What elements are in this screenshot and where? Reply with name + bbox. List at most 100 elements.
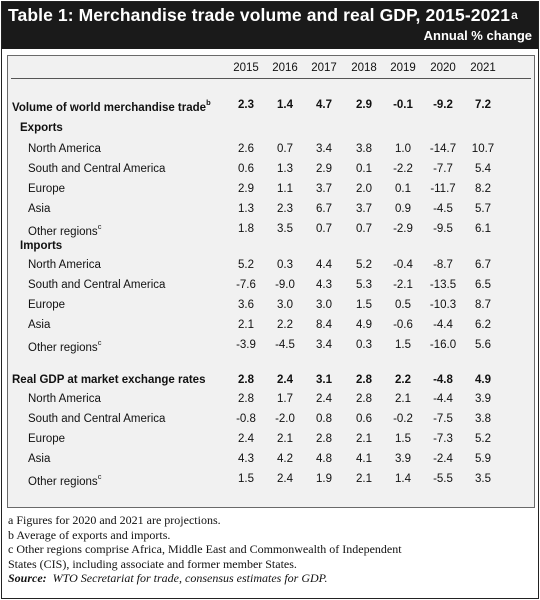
source-label: Source:: [8, 571, 47, 585]
table-cell: -0.1: [393, 99, 413, 111]
table-cell: -7.6: [236, 279, 256, 291]
table-cell: 2.3: [277, 203, 293, 215]
table-cell: 0.9: [395, 203, 411, 215]
table-cell: -14.7: [429, 143, 457, 155]
table-cell: 2.8: [238, 374, 254, 386]
year-header-2020: 2020: [430, 62, 456, 74]
table-cell: -4.5: [433, 203, 453, 215]
table-cell: 2.2: [277, 319, 293, 331]
table-cell: 3.1: [316, 374, 332, 386]
exports-row: Asia 1.3 2.3 6.7 3.7 0.9 -4.5 5.7: [8, 203, 534, 220]
table-cell: 0.6: [238, 163, 254, 175]
header-divider: [11, 78, 531, 79]
table-cell: 5.4: [475, 163, 491, 175]
table-cell: -10.3: [429, 299, 457, 311]
footnote-c-line1: c Other regions comprise Africa, Middle …: [8, 542, 402, 556]
table-cell: 6.7: [475, 259, 491, 271]
footnote-marker: c: [97, 222, 102, 231]
imports-row: Other regionsc -3.9 -4.5 3.4 0.3 1.5 -16.0 5.6: [8, 338, 534, 356]
table-cell: 4.2: [277, 453, 293, 465]
table-cell: 8.4: [316, 319, 332, 331]
table-cell: -11.7: [430, 183, 456, 195]
row-label: North America: [28, 143, 101, 155]
gdp-row: North America 2.8 1.7 2.4 2.8 2.1 -4.4 3.9: [8, 393, 534, 410]
table-cell: 1.3: [277, 163, 293, 175]
table-cell: 2.9: [316, 163, 332, 175]
row-label: Asia: [28, 319, 51, 331]
row-label: Europe: [28, 183, 66, 195]
table-cell: 2.8: [238, 393, 254, 405]
table-cell: 8.2: [475, 183, 491, 195]
table-cell: -7.3: [433, 433, 453, 445]
table-cell: 3.6: [238, 299, 254, 311]
section-exports: Exports: [8, 122, 534, 139]
table-cell: 8.7: [475, 299, 491, 311]
table-cell: 2.9: [238, 183, 254, 195]
exports-row: Other regionsc 1.8 3.5 0.7 0.7 -2.9 -9.5 6.1: [8, 222, 534, 240]
row-label: Asia: [28, 203, 51, 215]
table-cell: 4.9: [356, 319, 372, 331]
table-cell: -9.5: [433, 223, 453, 235]
gdp-row: South and Central America -0.8 -2.0 0.8 0.6 -…: [8, 413, 534, 430]
footnote-a: a Figures for 2020 and 2021 are projecti…: [8, 513, 221, 527]
table-title-footnote-marker: a: [511, 8, 518, 22]
table-cell: -8.7: [433, 259, 453, 271]
table-cell: 6.2: [475, 319, 491, 331]
table-cell: 1.9: [316, 473, 332, 485]
table-cell: 5.7: [475, 203, 491, 215]
row-label: Other regionsc: [28, 222, 102, 238]
row-world-trade-volume: Volume of world merchandise tradeb 2.3 1.4…: [8, 98, 534, 116]
table-cell: 4.3: [238, 453, 254, 465]
exports-row: North America 2.6 0.7 3.4 3.8 1.0 -14.7 10.7: [8, 143, 534, 160]
table-cell: 1.0: [395, 143, 411, 155]
row-label: North America: [28, 259, 101, 271]
table-cell: 1.5: [395, 433, 411, 445]
year-header-2016: 2016: [272, 62, 298, 74]
table-cell: 2.8: [356, 393, 372, 405]
table-cell: 1.3: [238, 203, 254, 215]
table-header: Table 1: Merchandise trade volume and re…: [2, 2, 538, 49]
table-cell: 0.1: [356, 163, 372, 175]
table-cell: 6.1: [475, 223, 491, 235]
table-cell: 2.3: [238, 99, 254, 111]
gdp-row: Asia 4.3 4.2 4.8 4.1 3.9 -2.4 5.9: [8, 453, 534, 470]
gdp-row: Other regionsc 1.5 2.4 1.9 2.1 1.4 -5.5 3.5: [8, 472, 534, 490]
table-cell: 1.5: [238, 473, 254, 485]
table-cell: -0.4: [393, 259, 413, 271]
row-label: South and Central America: [28, 279, 166, 291]
table-cell: 2.4: [316, 393, 332, 405]
table-cell: 4.1: [356, 453, 372, 465]
source-line: Source: WTO Secretariat for trade, conse…: [8, 571, 533, 586]
table-cell: 0.7: [316, 223, 332, 235]
table-cell: 5.2: [356, 259, 372, 271]
table-cell: 2.1: [356, 433, 372, 445]
table-cell: 4.3: [316, 279, 332, 291]
table-cell: 2.4: [277, 374, 293, 386]
table-cell: 3.9: [475, 393, 491, 405]
year-header-row: 2015 2016 2017 2018 2019 2020 2021: [8, 62, 534, 78]
table-cell: 4.8: [316, 453, 332, 465]
table-subtitle: Annual % change: [423, 28, 532, 43]
table-cell: 3.4: [316, 339, 332, 351]
table-cell: 1.5: [356, 299, 372, 311]
table-cell: -16.0: [429, 339, 457, 351]
table-cell: 6.7: [316, 203, 332, 215]
table-cell: -2.9: [393, 223, 413, 235]
table-cell: 1.8: [238, 223, 254, 235]
table-cell: 2.1: [277, 433, 293, 445]
table-cell: 2.4: [238, 433, 254, 445]
table-cell: 4.7: [316, 99, 332, 111]
table-cell: 3.5: [475, 473, 491, 485]
table-cell: 5.6: [475, 339, 491, 351]
table-cell: 0.3: [277, 259, 293, 271]
table-cell: 3.5: [277, 223, 293, 235]
footnote-marker: c: [97, 338, 102, 347]
table-cell: -0.8: [236, 413, 256, 425]
row-label: Asia: [28, 453, 51, 465]
footnote-marker: c: [97, 472, 102, 481]
row-label: Exports: [20, 122, 63, 134]
table-cell: -3.9: [236, 339, 256, 351]
imports-row: North America 5.2 0.3 4.4 5.2 -0.4 -8.7 6.7: [8, 259, 534, 276]
gdp-row: Europe 2.4 2.1 2.8 2.1 1.5 -7.3 5.2: [8, 433, 534, 450]
